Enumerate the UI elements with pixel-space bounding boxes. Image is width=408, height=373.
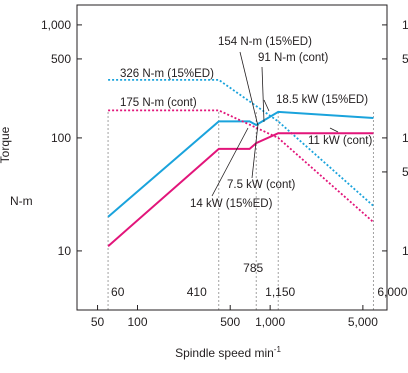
plot-frame xyxy=(76,4,388,311)
x-tick-label: 1,000 xyxy=(255,315,285,329)
annotation-label: 326 N-m (15%ED) xyxy=(120,68,214,80)
right-tick-label: 5 xyxy=(402,165,408,179)
leader-line xyxy=(239,51,259,127)
y-axis-title: Torque xyxy=(0,126,12,163)
leader-line xyxy=(251,123,259,179)
annotation-label: 91 N-m (cont) xyxy=(258,52,328,64)
speed-marker-label: 785 xyxy=(243,261,263,275)
y-axis-unit: N-m xyxy=(10,194,33,208)
x-tick-label: 50 xyxy=(91,315,105,329)
annotation-label: 175 N-m (cont) xyxy=(120,97,197,109)
leader-line xyxy=(263,99,270,112)
series-line-1 xyxy=(107,110,374,218)
right-tick-label: 1 xyxy=(402,244,408,258)
x-tick-label: 100 xyxy=(127,315,147,329)
x-axis-title-text: Spindle speed min xyxy=(175,346,274,360)
x-tick-label: 500 xyxy=(220,315,240,329)
x-axis-title: Spindle speed min-1 xyxy=(175,345,281,360)
y-tick-label: 100 xyxy=(51,131,71,145)
leader-line xyxy=(211,127,249,197)
annotation-label: 7.5 kW (cont) xyxy=(227,179,296,191)
leader-line xyxy=(329,127,339,133)
y-tick-label: 10 xyxy=(58,244,72,258)
x-tick-label: 5,000 xyxy=(348,315,378,329)
annotation-label: 11 kW (cont) xyxy=(308,135,372,147)
leader-line xyxy=(261,66,265,123)
speed-marker-label: 60 xyxy=(111,285,125,299)
y-tick-label: 500 xyxy=(51,52,71,66)
series-line-3 xyxy=(107,132,374,247)
annotation-label: 18.5 kW (15%ED) xyxy=(276,94,368,106)
annotation-label: 154 N-m (15%ED) xyxy=(218,36,312,48)
right-tick-label: 1 xyxy=(402,18,408,32)
right-tick-label: 1 xyxy=(402,131,408,145)
annotation-label: 14 kW (15%ED) xyxy=(190,198,273,210)
right-tick-label: 5 xyxy=(402,52,408,66)
y-tick-label: 1,000 xyxy=(41,18,71,32)
speed-marker-label: 6,000 xyxy=(377,285,407,299)
x-axis-title-superscript: -1 xyxy=(274,345,282,354)
speed-marker-label: 1,150 xyxy=(265,285,295,299)
speed-marker-label: 410 xyxy=(187,285,207,299)
